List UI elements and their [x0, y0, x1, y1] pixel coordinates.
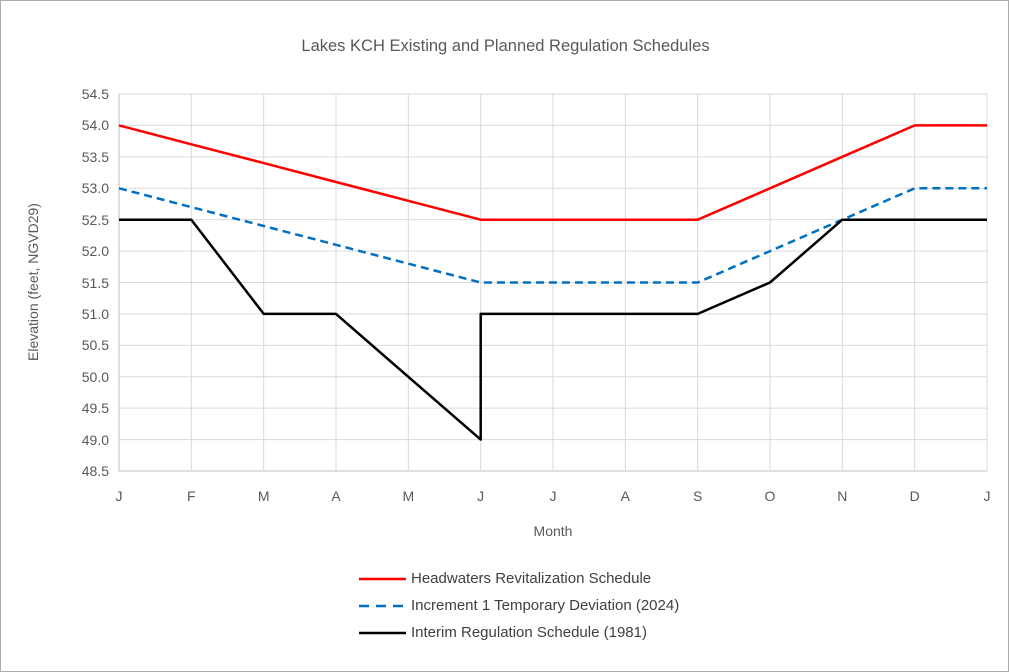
y-tick-label: 49.5 — [81, 400, 109, 417]
x-tick-label: S — [692, 488, 703, 504]
x-tick-label: A — [620, 488, 630, 504]
legend-item: Headwaters Revitalization Schedule — [359, 565, 679, 592]
x-tick-label: A — [331, 488, 341, 504]
series-line — [118, 124, 987, 221]
series-line — [119, 218, 987, 441]
x-tick-label: J — [549, 488, 557, 504]
legend-label: Interim Regulation Schedule (1981) — [411, 624, 647, 641]
x-tick-label: O — [764, 488, 776, 504]
legend-label: Increment 1 Temporary Deviation (2024) — [411, 597, 680, 614]
y-tick-label: 54.5 — [81, 86, 109, 102]
legend-label: Headwaters Revitalization Schedule — [411, 570, 652, 587]
x-tick-label: M — [257, 488, 270, 504]
x-tick-label: J — [115, 488, 123, 504]
y-tick-label: 52.5 — [81, 211, 109, 228]
y-tick-label: 48.5 — [81, 463, 109, 479]
y-tick-label: 53.5 — [81, 148, 109, 165]
y-tick-label: 50.0 — [81, 368, 109, 385]
legend-dashed-line-swatch — [359, 604, 406, 607]
legend-line-swatch — [359, 577, 406, 580]
legend: Headwaters Revitalization Schedule Increm… — [359, 565, 679, 646]
y-tick-label: 52.0 — [81, 243, 109, 260]
x-tick-label: J — [477, 488, 485, 504]
x-tick-label: F — [187, 488, 196, 504]
y-tick-label: 50.5 — [81, 337, 109, 354]
y-tick-label: 51.5 — [81, 274, 109, 291]
x-tick-label: M — [402, 488, 415, 504]
chart-title: Lakes KCH Existing and Planned Regulatio… — [301, 37, 710, 55]
y-tick-label: 49.0 — [81, 431, 109, 448]
x-axis-title: Month — [533, 523, 573, 539]
x-tick-label: N — [837, 488, 848, 504]
legend-item: Increment 1 Temporary Deviation (2024) — [359, 592, 679, 619]
x-tick-label: J — [983, 488, 991, 504]
y-tick-label: 53.0 — [81, 180, 109, 197]
legend-item: Interim Regulation Schedule (1981) — [359, 619, 679, 646]
y-tick-label: 54.0 — [81, 117, 109, 134]
x-tick-label: D — [909, 488, 920, 504]
y-tick-label: 51.0 — [81, 305, 109, 322]
legend-line-swatch — [359, 631, 406, 634]
